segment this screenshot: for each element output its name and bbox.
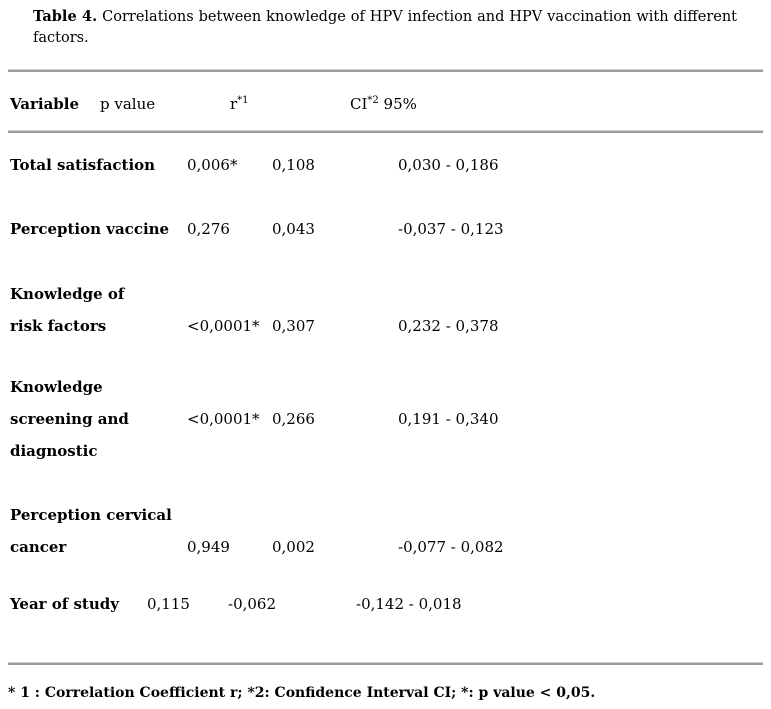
cell-r: 0,266: [272, 410, 315, 428]
cell-r: 0,307: [272, 317, 315, 335]
cell-pvalue: 0,949: [187, 538, 230, 556]
column-header-ci: CI*2 95%: [350, 95, 417, 113]
row-label: Knowledge of risk factors: [10, 285, 125, 335]
footnote: * 1 : Correlation Coefficient r; *2: Con…: [8, 685, 596, 701]
cell-r: 0,043: [272, 220, 315, 238]
ci-superscript: *2: [367, 95, 379, 106]
row-label: Knowledge screening and diagnostic: [10, 378, 129, 460]
cell-pvalue: <0,0001*: [187, 317, 260, 335]
top-rule: [8, 69, 763, 72]
cell-pvalue: 0,006*: [187, 156, 238, 174]
cell-ci: -0,142 - 0,018: [356, 595, 462, 613]
column-header-pvalue: p value: [100, 95, 156, 113]
header-rule: [8, 130, 763, 133]
caption-label: Table 4.: [33, 8, 98, 25]
table-caption: Table 4. Correlations between knowledge …: [33, 6, 737, 49]
row-label: Perception cervical cancer: [10, 506, 172, 556]
row-label: Year of study: [10, 595, 119, 613]
caption-line1: Table 4. Correlations between knowledge …: [33, 6, 737, 28]
cell-ci: 0,232 - 0,378: [398, 317, 499, 335]
cell-pvalue: 0,115: [147, 595, 190, 613]
cell-ci: -0,077 - 0,082: [398, 538, 504, 556]
caption-line2: factors.: [33, 30, 89, 46]
column-header-r: r*1: [230, 95, 249, 113]
cell-pvalue: <0,0001*: [187, 410, 260, 428]
caption-text: Correlations between knowledge of HPV in…: [97, 9, 737, 25]
cell-r: 0,002: [272, 538, 315, 556]
column-header-variable: Variable: [10, 95, 80, 113]
cell-pvalue: 0,276: [187, 220, 230, 238]
row-label: Total satisfaction: [10, 156, 156, 174]
cell-ci: -0,037 - 0,123: [398, 220, 504, 238]
cell-r: 0,108: [272, 156, 315, 174]
cell-r: -0,062: [228, 595, 277, 613]
r-superscript: *1: [237, 95, 249, 106]
bottom-rule: [8, 662, 763, 665]
cell-ci: 0,191 - 0,340: [398, 410, 499, 428]
row-label: Perception vaccine: [10, 220, 170, 238]
cell-ci: 0,030 - 0,186: [398, 156, 499, 174]
